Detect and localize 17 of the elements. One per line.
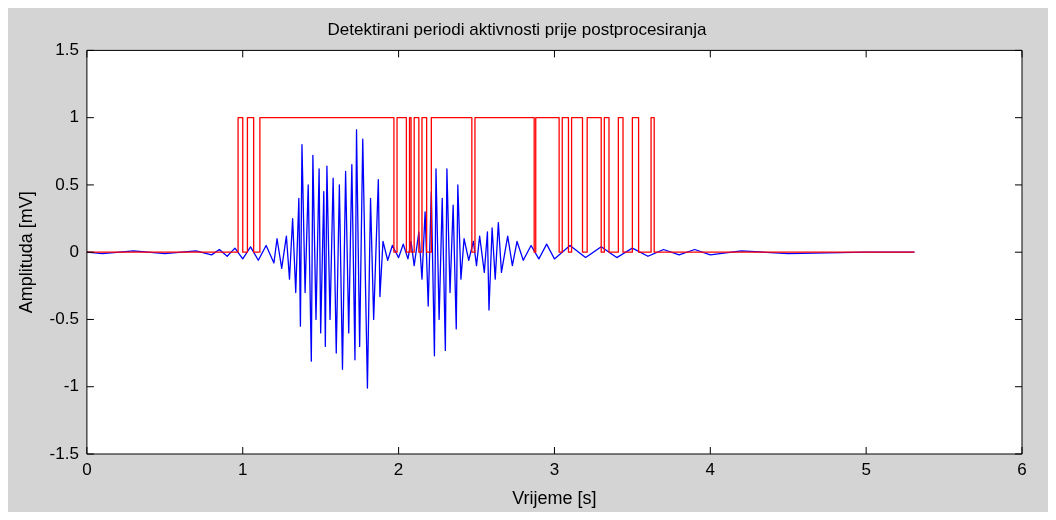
y-tick-label: 1 (69, 107, 79, 127)
x-axis-title: Vrijeme [s] (512, 488, 597, 509)
y-tick-label: 0 (69, 241, 79, 261)
x-tick-label: 2 (393, 459, 404, 479)
x-tick-label: 0 (82, 459, 92, 479)
y-axis-title: Amplituda [mV] (15, 191, 36, 314)
chart-title: Detektirani periodi aktivnosti prije postprocesiranja (327, 19, 707, 39)
y-tick-label: -0.5 (49, 309, 79, 329)
x-tick-label: 3 (549, 459, 560, 479)
y-tick-label: -1.5 (49, 443, 79, 463)
y-tick-label: -1 (63, 376, 79, 396)
x-tick-label: 1 (238, 459, 248, 479)
x-tick-label: 4 (705, 459, 716, 479)
x-tick-label: 6 (1017, 459, 1027, 479)
x-tick-label: 5 (861, 459, 871, 479)
y-tick-label: 0.5 (55, 174, 79, 194)
y-tick-label: 1.5 (55, 40, 79, 60)
